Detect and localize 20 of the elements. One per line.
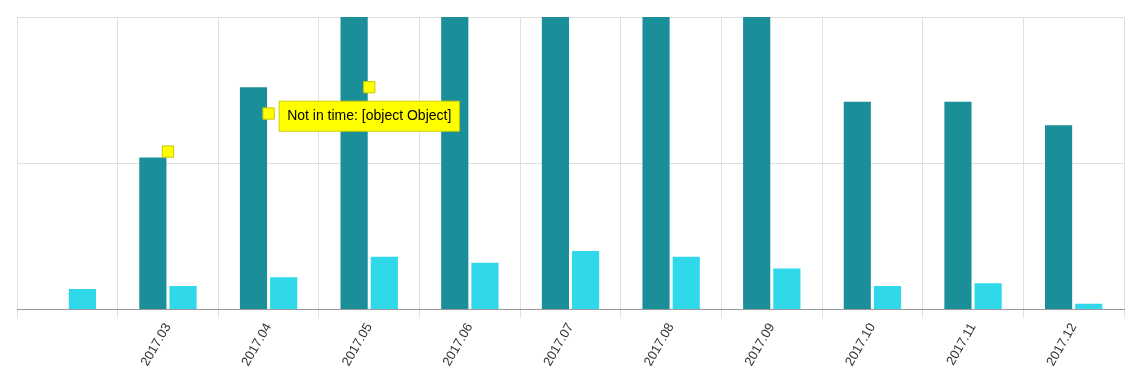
bar [873,286,902,309]
bar [471,262,499,309]
bar [370,256,398,309]
bar [1045,125,1073,309]
bar [572,251,600,309]
bar [944,101,972,309]
bar [843,101,871,309]
bar [974,283,1002,309]
bar [642,17,670,309]
bar [541,17,569,309]
bar [743,17,771,309]
annotation: Not in time: [object Object] [287,107,452,124]
bar [672,256,700,309]
bar [239,87,268,309]
bar [1075,303,1103,309]
bar [270,277,298,309]
bar [139,157,167,309]
bar [169,286,197,309]
bar [773,268,801,309]
bar [68,289,96,309]
